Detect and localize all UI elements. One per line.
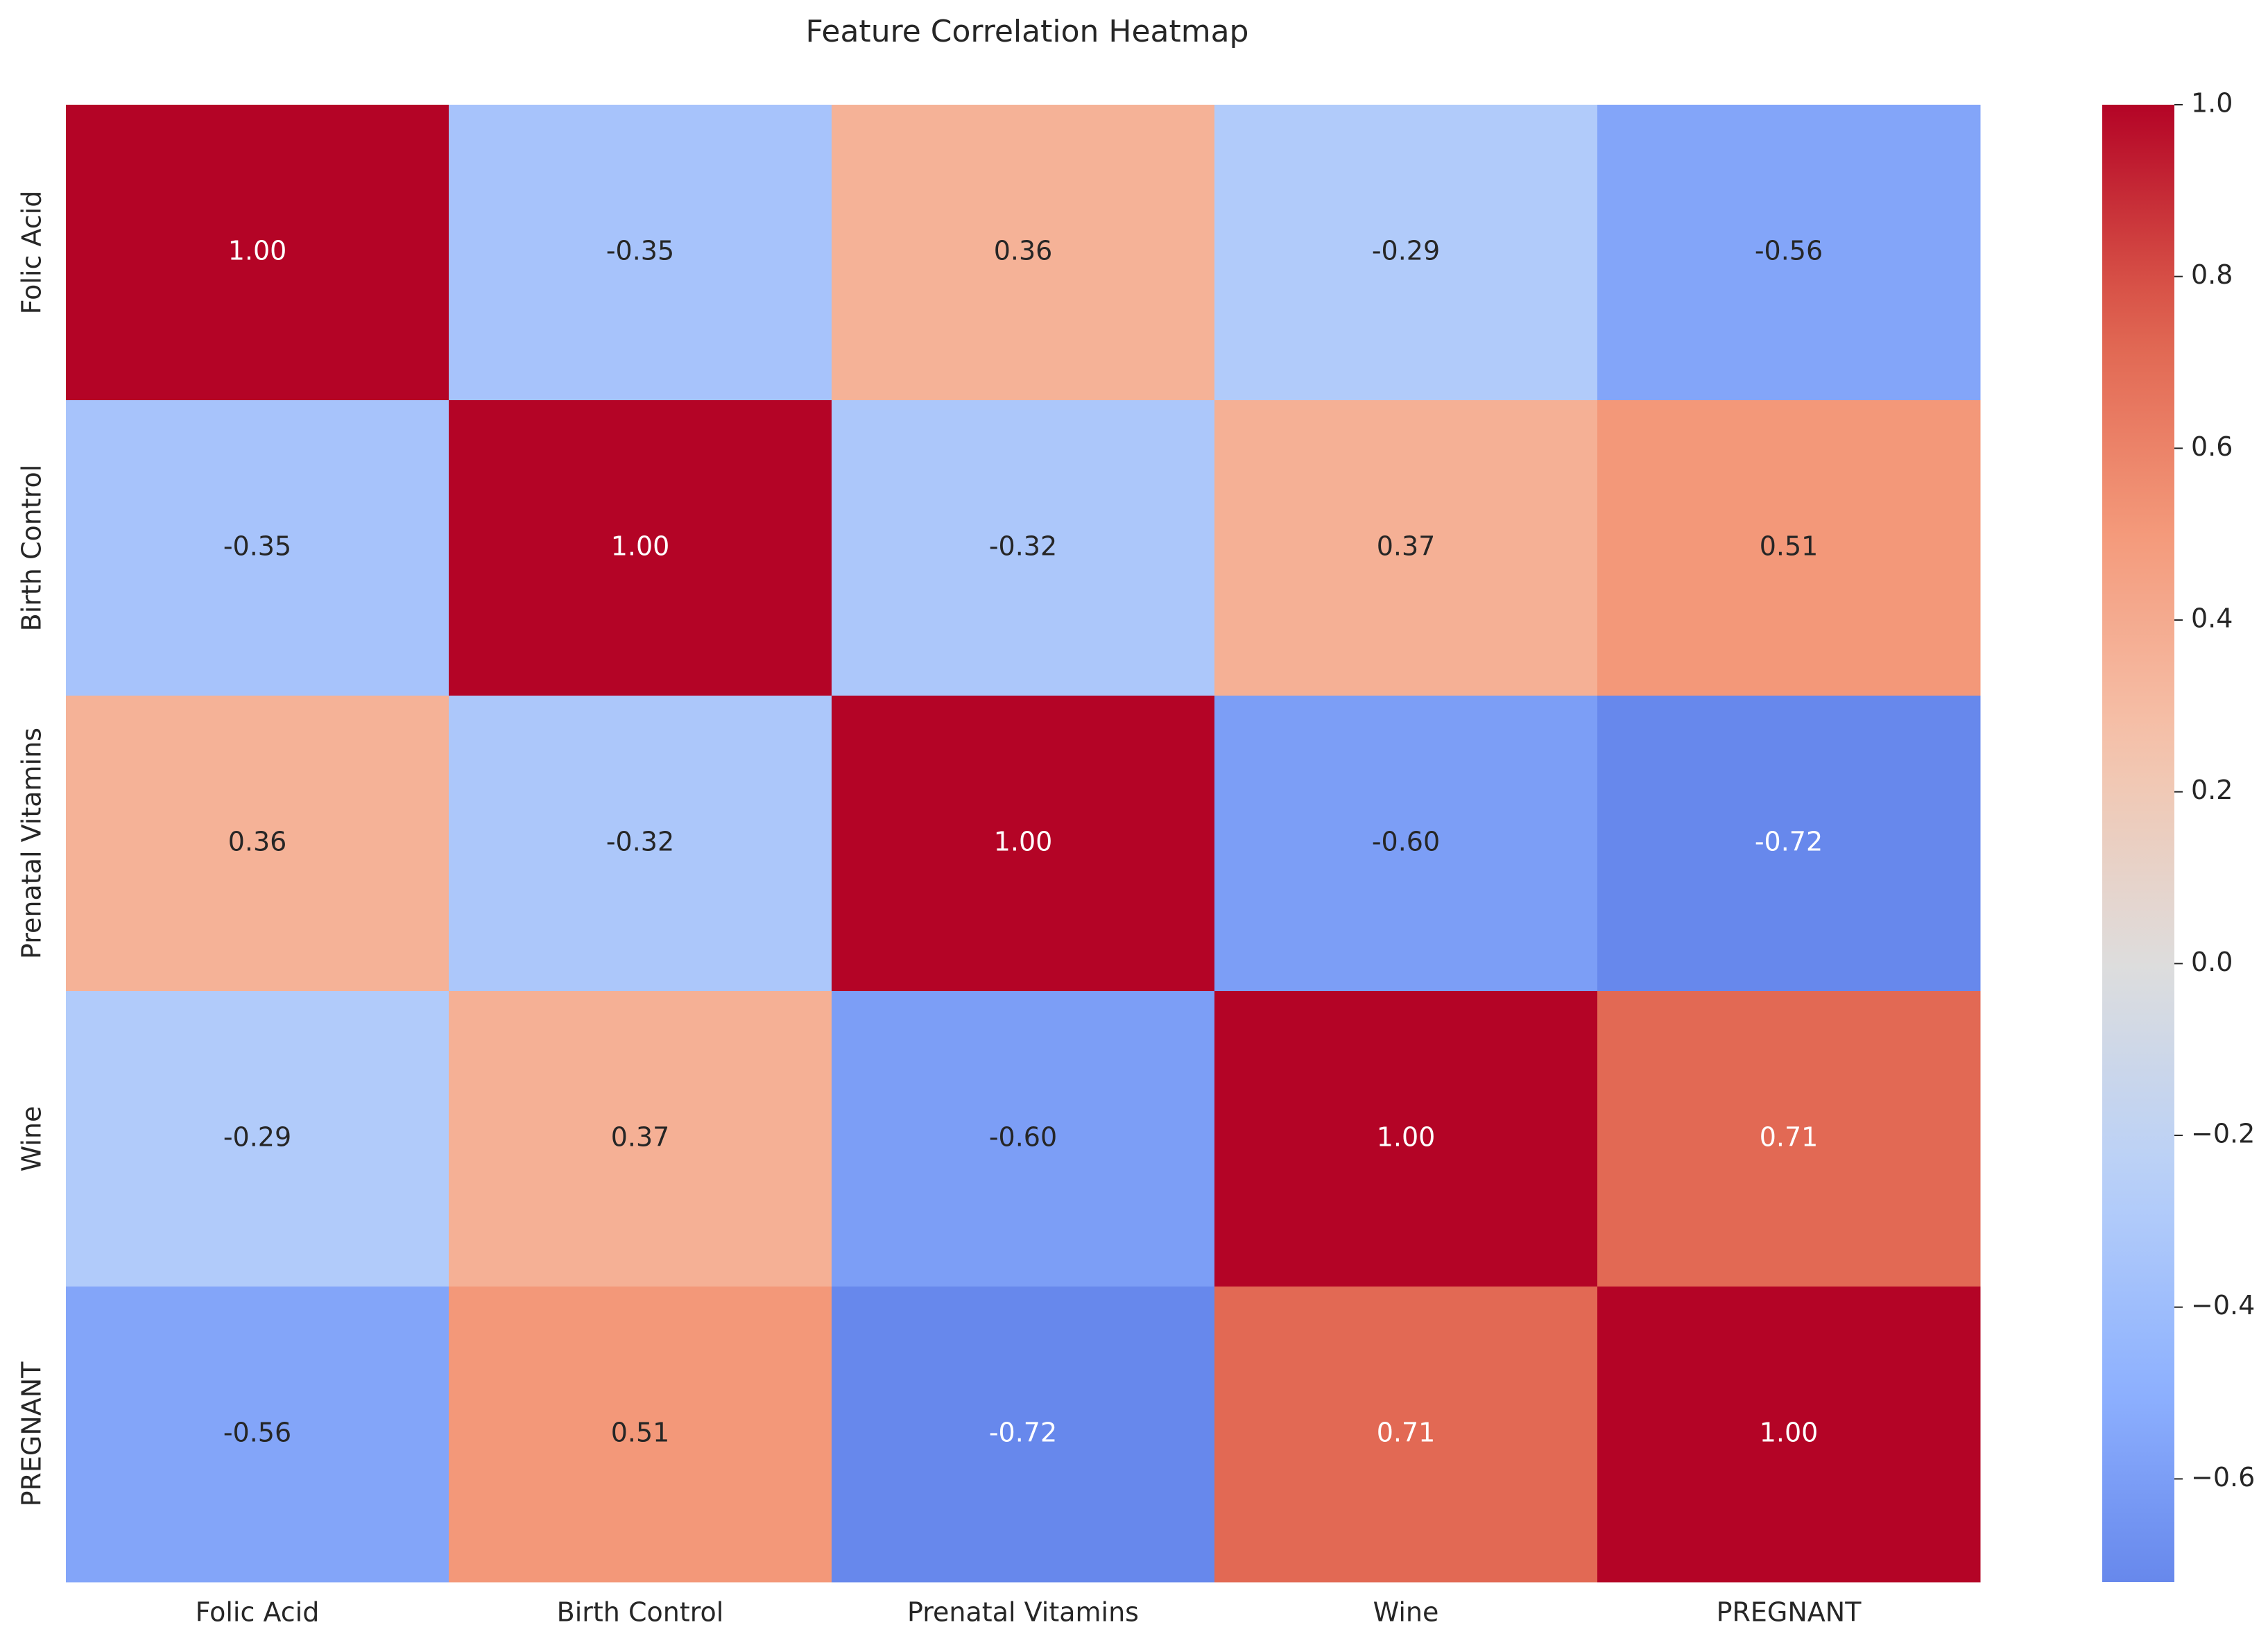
cell-annotations: 1.00 -0.35 0.36 -0.29 -0.56 -0.35 1.00 -0.32 0.3… <box>223 236 1823 1448</box>
y-tick-label-wine: Wine <box>17 1106 47 1172</box>
heatmap-cell-folic-acid-wine <box>1214 105 1598 401</box>
x-tick-label-prenatal-vitamins: Prenatal Vitamins <box>907 1597 1139 1628</box>
y-axis-tick-labels: Folic Acid Birth Control Prenatal Vitamins… <box>17 191 47 1507</box>
heatmap-cell-birth-control-folic-acid <box>66 400 449 696</box>
colorbar: 1.0 0.8 0.6 0.4 0.2 0.0 −0.2 −0.4 −0.6 <box>2102 88 2255 1582</box>
cell-value-label: 1.00 <box>1760 1418 1819 1448</box>
cell-value-label: 1.00 <box>228 236 287 266</box>
colorbar-tick-label: −0.2 <box>2191 1119 2255 1149</box>
heatmap-cell-wine-wine <box>1214 991 1598 1287</box>
cell-value-label: -0.56 <box>223 1418 291 1448</box>
cell-value-label: -0.35 <box>223 531 291 562</box>
colorbar-gradient-bar <box>2102 105 2174 1582</box>
heatmap-cell-birth-control-wine <box>1214 400 1598 696</box>
chart-title: Feature Correlation Heatmap <box>806 14 1249 49</box>
cell-value-label: -0.35 <box>606 236 674 266</box>
colorbar-tick-label: 0.8 <box>2191 259 2233 290</box>
heatmap-cell-prenatal-vitamins-prenatal-vitamins <box>832 696 1215 992</box>
x-tick-label-wine: Wine <box>1373 1597 1439 1628</box>
heatmap-cell-birth-control-birth-control <box>449 400 832 696</box>
x-tick-label-birth-control: Birth Control <box>557 1597 724 1628</box>
cell-value-label: -0.29 <box>223 1122 291 1153</box>
heatmap-cell-wine-birth-control <box>449 991 832 1287</box>
cell-value-label: 1.00 <box>994 827 1053 857</box>
heatmap-cell-wine-pregnant <box>1597 991 1981 1287</box>
heatmap-cells <box>66 105 1981 1583</box>
heatmap-cell-pregnant-prenatal-vitamins <box>832 1287 1215 1583</box>
cell-value-label: -0.72 <box>1755 827 1823 857</box>
heatmap-cell-pregnant-birth-control <box>449 1287 832 1583</box>
heatmap-cell-prenatal-vitamins-pregnant <box>1597 696 1981 992</box>
cell-value-label: 0.51 <box>611 1418 670 1448</box>
heatmap-cell-prenatal-vitamins-birth-control <box>449 696 832 992</box>
colorbar-tick-label: −0.6 <box>2191 1462 2255 1493</box>
cell-value-label: -0.60 <box>1372 827 1440 857</box>
colorbar-tick-label: 1.0 <box>2191 88 2233 119</box>
colorbar-tick-label: 0.0 <box>2191 947 2233 977</box>
cell-value-label: 0.37 <box>1377 531 1436 562</box>
colorbar-tick-label: 0.6 <box>2191 431 2233 462</box>
x-tick-label-folic-acid: Folic Acid <box>196 1597 320 1628</box>
heatmap-cell-pregnant-wine <box>1214 1287 1598 1583</box>
y-tick-label-birth-control: Birth Control <box>17 465 47 632</box>
cell-value-label: 0.36 <box>228 827 287 857</box>
cell-value-label: 0.36 <box>994 236 1053 266</box>
cell-value-label: 0.37 <box>611 1122 670 1153</box>
y-tick-label-prenatal-vitamins: Prenatal Vitamins <box>17 728 47 959</box>
colorbar-tick-label: −0.4 <box>2191 1290 2255 1321</box>
cell-value-label: -0.32 <box>989 531 1057 562</box>
heatmap-cell-pregnant-pregnant <box>1597 1287 1981 1583</box>
heatmap-cell-folic-acid-pregnant <box>1597 105 1981 401</box>
heatmap-cell-wine-prenatal-vitamins <box>832 991 1215 1287</box>
y-tick-label-pregnant: PREGNANT <box>17 1361 47 1507</box>
cell-value-label: 1.00 <box>1377 1122 1436 1153</box>
x-tick-label-pregnant: PREGNANT <box>1717 1597 1862 1628</box>
heatmap-cell-folic-acid-prenatal-vitamins <box>832 105 1215 401</box>
heatmap-cell-folic-acid-folic-acid <box>66 105 449 401</box>
cell-value-label: 0.51 <box>1760 531 1819 562</box>
colorbar-tick-label: 0.2 <box>2191 775 2233 805</box>
heatmap-cell-birth-control-pregnant <box>1597 400 1981 696</box>
heatmap-cell-birth-control-prenatal-vitamins <box>832 400 1215 696</box>
colorbar-tick-label: 0.4 <box>2191 603 2233 634</box>
cell-value-label: -0.60 <box>989 1122 1057 1153</box>
heatmap-cell-prenatal-vitamins-folic-acid <box>66 696 449 992</box>
cell-value-label: -0.72 <box>989 1418 1057 1448</box>
cell-value-label: 1.00 <box>611 531 670 562</box>
cell-value-label: -0.29 <box>1372 236 1440 266</box>
y-tick-label-folic-acid: Folic Acid <box>17 191 47 315</box>
x-axis-tick-labels: Folic Acid Birth Control Prenatal Vitamins… <box>196 1597 1862 1628</box>
heatmap-cell-pregnant-folic-acid <box>66 1287 449 1583</box>
cell-value-label: -0.56 <box>1755 236 1823 266</box>
cell-value-label: 0.71 <box>1377 1418 1436 1448</box>
heatmap-cell-wine-folic-acid <box>66 991 449 1287</box>
cell-value-label: -0.32 <box>606 827 674 857</box>
heatmap-cell-prenatal-vitamins-wine <box>1214 696 1598 992</box>
cell-value-label: 0.71 <box>1760 1122 1819 1153</box>
heatmap-cell-folic-acid-birth-control <box>449 105 832 401</box>
